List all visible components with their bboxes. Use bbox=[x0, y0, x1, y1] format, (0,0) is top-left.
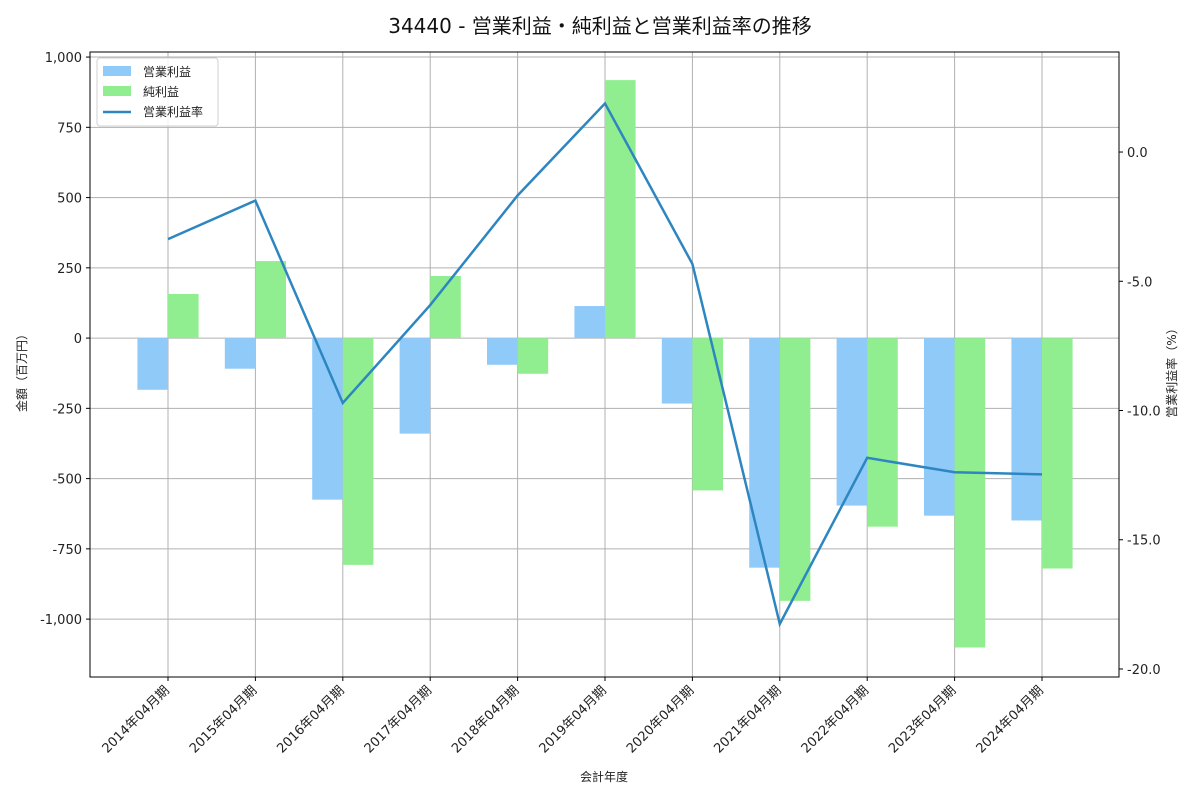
y-tick-label: 750 bbox=[57, 121, 82, 136]
bar-net-profit bbox=[692, 338, 723, 491]
y2-tick-label: -5.0 bbox=[1127, 275, 1152, 290]
x-tick-label: 2019年04月期 bbox=[537, 683, 610, 756]
bar-net-profit bbox=[954, 338, 986, 648]
x-tick-label: 2020年04月期 bbox=[624, 683, 697, 756]
x-axis-label: 会計年度 bbox=[580, 769, 628, 784]
y2-tick-label: -20.0 bbox=[1127, 663, 1161, 678]
bar-net-profit bbox=[517, 338, 549, 374]
y-tick-label: -500 bbox=[52, 473, 82, 488]
bar-net-profit bbox=[1042, 338, 1073, 569]
bar-operating-profit bbox=[224, 338, 256, 369]
bar-net-profit bbox=[867, 338, 898, 527]
y-tick-label: 0 bbox=[74, 332, 82, 347]
bar-operating-profit bbox=[312, 338, 343, 500]
bar-operating-profit bbox=[1011, 338, 1042, 521]
bar-operating-profit bbox=[137, 338, 168, 390]
bar-operating-profit bbox=[661, 338, 693, 404]
x-tick-label: 2018年04月期 bbox=[449, 683, 522, 756]
legend-label-operating-margin: 営業利益率 bbox=[143, 104, 203, 119]
y-tick-label: -750 bbox=[52, 543, 82, 558]
bar-net-profit bbox=[779, 338, 811, 601]
bar-operating-profit bbox=[836, 338, 868, 506]
y-tick-label: 250 bbox=[57, 262, 82, 277]
y-tick-label: 1,000 bbox=[45, 51, 82, 66]
y2-axis-label: 営業利益率（%） bbox=[1164, 322, 1179, 417]
x-tick-label: 2016年04月期 bbox=[274, 683, 347, 756]
bar-operating-profit bbox=[399, 338, 431, 434]
legend-swatch-operating-profit bbox=[103, 66, 131, 76]
legend-label-net-profit: 純利益 bbox=[143, 85, 179, 99]
x-tick-label: 2023年04月期 bbox=[886, 683, 959, 756]
x-tick-label: 2017年04月期 bbox=[362, 683, 435, 756]
bar-operating-profit bbox=[749, 338, 780, 568]
y-tick-label: -250 bbox=[52, 402, 82, 417]
bar-net-profit bbox=[255, 261, 286, 339]
bar-net-profit bbox=[168, 293, 199, 339]
y-tick-label: -1,000 bbox=[40, 613, 82, 628]
y-axis-label: 金額（百万円） bbox=[14, 328, 29, 412]
y-tick-label: 500 bbox=[57, 192, 82, 207]
bar-operating-profit bbox=[574, 306, 605, 339]
y2-tick-label: 0.0 bbox=[1127, 146, 1148, 161]
x-tick-label: 2014年04月期 bbox=[100, 683, 173, 756]
chart-title: 34440 - 営業利益・純利益と営業利益率の推移 bbox=[388, 14, 812, 38]
x-tick-label: 2021年04月期 bbox=[711, 683, 784, 756]
x-tick-label: 2022年04月期 bbox=[799, 683, 872, 756]
y2-tick-label: -15.0 bbox=[1127, 534, 1161, 549]
line-operating-margin bbox=[167, 101, 1043, 628]
x-tick-label: 2015年04月期 bbox=[187, 683, 260, 756]
legend-swatch-net-profit bbox=[103, 86, 131, 96]
legend-label-operating-profit: 営業利益 bbox=[143, 65, 191, 79]
x-tick-label: 2024年04月期 bbox=[974, 683, 1047, 756]
bar-operating-profit bbox=[924, 338, 955, 516]
bar-operating-profit bbox=[487, 338, 518, 365]
bar-net-profit bbox=[605, 80, 636, 339]
y2-tick-label: -10.0 bbox=[1127, 405, 1161, 420]
